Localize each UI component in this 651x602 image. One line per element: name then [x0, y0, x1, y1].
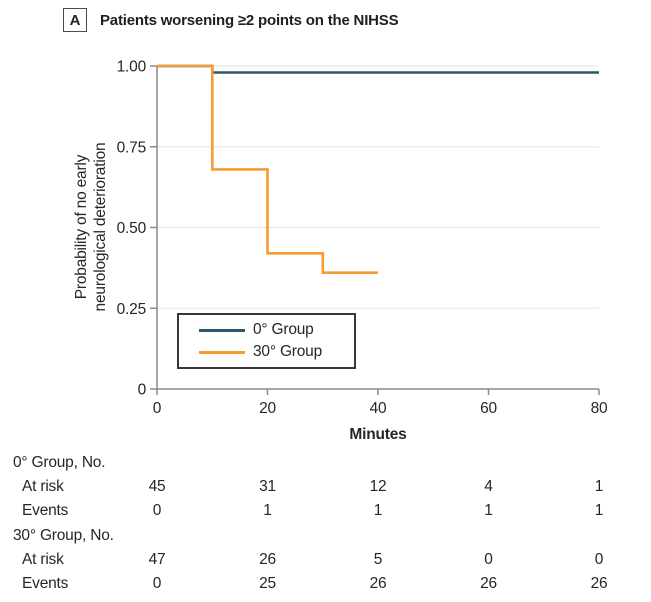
- risk-table-group-header: 30° Group, No.: [0, 524, 651, 548]
- y-tick-label: 0: [138, 382, 147, 399]
- risk-count-cell: 0: [152, 575, 162, 592]
- risk-count-cell: 31: [259, 478, 276, 495]
- legend-row-30-group: 30° Group: [199, 341, 354, 363]
- risk-count-cell: 4: [484, 478, 493, 495]
- risk-count-cell: 45: [148, 478, 166, 495]
- risk-count-cell: 12: [369, 478, 387, 495]
- y-tick-label: 0.50: [117, 220, 147, 237]
- risk-row-label: At risk: [22, 551, 64, 568]
- x-tick-label: 0: [153, 400, 162, 417]
- risk-count-cell: 1: [594, 478, 604, 495]
- y-tick-label: 0.75: [117, 139, 146, 156]
- legend-swatch-0-group-line: [199, 328, 245, 332]
- risk-count-cell: 47: [148, 551, 166, 568]
- risk-count-cell: 26: [590, 575, 608, 592]
- km-plot: 1.00 0.75 0.50 0.25 00 20 40 60 80: [117, 59, 609, 418]
- x-axis-label: Minutes: [349, 426, 407, 443]
- risk-count-cell: 1: [594, 502, 604, 519]
- legend: 0° Group 30° Group: [177, 313, 356, 369]
- legend-label-30-group: 30° Group: [253, 343, 323, 360]
- risk-count-cell: 0: [594, 551, 604, 568]
- x-tick-label: 80: [591, 400, 608, 417]
- figure-title: Patients worsening ≥2 points on the NIHS…: [100, 12, 399, 29]
- risk-count-cell: 0: [484, 551, 493, 568]
- risk-row-label: Events: [22, 502, 69, 519]
- x-tick-label: 40: [370, 400, 387, 417]
- series-curve-30-group: [157, 64, 378, 274]
- risk-count-cell: 1: [484, 502, 493, 519]
- risk-count-cell: 26: [480, 575, 497, 592]
- y-tick-label: 1.00: [117, 59, 147, 76]
- panel-label-box: A: [63, 8, 87, 32]
- risk-row-label: Events: [22, 575, 69, 592]
- y-tick-label: 0.25: [117, 301, 146, 318]
- risk-table-row: Events 0 25 26 26 26: [0, 572, 651, 596]
- x-tick-label: 20: [259, 400, 276, 417]
- risk-count-cell: 26: [369, 575, 387, 592]
- risk-row-label: At risk: [22, 478, 64, 495]
- legend-label-0-group: 0° Group: [253, 321, 314, 338]
- risk-table-row: Events 0 1 1 1 1: [0, 499, 651, 523]
- risk-group-header-label: 30° Group, No.: [13, 527, 114, 544]
- risk-table-row: At risk 45 31 12 4 1: [0, 475, 651, 499]
- risk-group-header-label: 0° Group, No.: [13, 454, 106, 471]
- risk-count-cell: 0: [152, 502, 162, 519]
- risk-count-cell: 26: [259, 551, 276, 568]
- legend-row-0-group: 0° Group: [199, 319, 354, 341]
- x-tick-label: 60: [480, 400, 497, 417]
- risk-count-cell: 25: [259, 575, 276, 592]
- legend-swatch-30-group-line: [199, 350, 245, 354]
- panel-label: A: [69, 11, 81, 29]
- risk-count-cell: 1: [263, 502, 272, 519]
- risk-table-group-header: 0° Group, No.: [0, 451, 651, 475]
- risk-count-cell: 5: [373, 551, 383, 568]
- risk-table-row: At risk 47 26 5 0 0: [0, 548, 651, 572]
- risk-count-cell: 1: [373, 502, 383, 519]
